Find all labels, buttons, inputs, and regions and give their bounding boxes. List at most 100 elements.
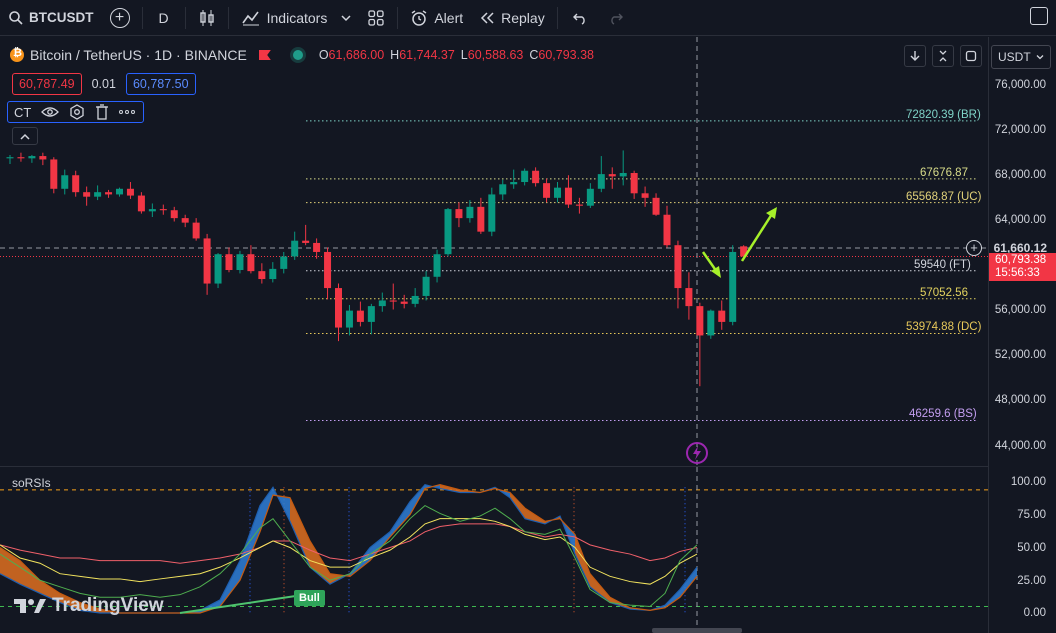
- rsi-band-segment: [680, 567, 697, 598]
- candle-body: [477, 206, 485, 232]
- candle-body: [192, 222, 200, 239]
- candle-body: [214, 254, 222, 284]
- chevron-up-icon: [20, 133, 30, 140]
- market-status-icon[interactable]: [292, 50, 303, 60]
- replay-label: Replay: [501, 9, 545, 26]
- candle-body: [532, 170, 540, 184]
- time-scroll-handle[interactable]: [652, 628, 742, 633]
- flag-icon[interactable]: [258, 50, 271, 60]
- price-tick-label: 68,000.00: [994, 169, 1046, 181]
- candle-body: [345, 310, 353, 328]
- indicator-pane[interactable]: [0, 467, 988, 633]
- candle-body: [225, 254, 233, 271]
- drawing-toolbar: CT: [7, 101, 145, 123]
- divider: [184, 6, 186, 29]
- rsi-band-segment: [390, 501, 410, 538]
- interval-button[interactable]: D: [158, 9, 169, 26]
- collapse-button[interactable]: [932, 45, 954, 67]
- divider: [141, 6, 143, 29]
- symbol-legend: Bitcoin / TetherUS · 1D · BINANCE O61,68…: [10, 47, 594, 63]
- rsi-band-segment: [510, 492, 525, 519]
- candle-body: [444, 209, 452, 255]
- candle-body: [564, 187, 572, 205]
- candle-body: [17, 157, 25, 159]
- alarm-clock-icon: [411, 9, 427, 26]
- candle-body: [663, 214, 671, 246]
- candle-body: [105, 192, 113, 195]
- drawing-label[interactable]: CT: [14, 104, 32, 120]
- eye-icon[interactable]: [41, 106, 60, 118]
- buy-button[interactable]: 60,787.50: [125, 73, 196, 95]
- projection-arrow-up: [740, 213, 774, 262]
- rsi-band-segment: [260, 487, 273, 532]
- pane-separator[interactable]: [0, 466, 988, 467]
- indicators-button[interactable]: Indicators: [233, 0, 360, 36]
- fib-level-label: 72820.39 (BR): [906, 109, 981, 121]
- price-scale[interactable]: 76,000.00 72,000.00 68,000.00 64,000.00 56,0…: [988, 37, 1056, 633]
- sell-button[interactable]: 60,787.49: [12, 73, 82, 95]
- candle-body: [740, 246, 748, 257]
- candle-body: [378, 300, 386, 307]
- arrow-head: [766, 207, 777, 219]
- main-chart-pane[interactable]: [0, 37, 988, 466]
- price-tick-label: 56,000.00: [994, 304, 1046, 316]
- lightning-icon[interactable]: [686, 442, 708, 464]
- rsi-band-segment: [60, 593, 80, 611]
- maximize-icon: [965, 50, 977, 62]
- trash-icon[interactable]: [95, 104, 109, 120]
- spread-value: 0.01: [91, 77, 116, 91]
- rsi-band-segment: [80, 602, 100, 613]
- chevron-down-icon: [1036, 55, 1044, 60]
- search-icon: [9, 10, 23, 25]
- add-alert-icon[interactable]: +: [966, 240, 982, 256]
- bar-countdown: 15:56:33: [995, 267, 1040, 279]
- ohlc-values: O61,686.00 H61,744.37 L60,588.63 C60,793…: [319, 48, 594, 62]
- fullscreen-icon[interactable]: [1030, 7, 1048, 25]
- replay-button[interactable]: Replay: [471, 0, 553, 36]
- candle-body: [126, 188, 134, 196]
- indicators-icon: [241, 11, 259, 25]
- undo-button[interactable]: [562, 0, 598, 36]
- fib-level-label: 65568.87 (UC): [906, 191, 982, 203]
- sorsis-chart: [0, 467, 988, 633]
- tradingview-logo-icon: [14, 599, 46, 613]
- collapse-legend-button[interactable]: [12, 127, 38, 145]
- legend-title[interactable]: Bitcoin / TetherUS · 1D · BINANCE: [30, 47, 247, 63]
- candle-body: [499, 184, 507, 195]
- rsi-band-segment: [370, 531, 390, 561]
- candle-body: [488, 194, 496, 232]
- layouts-button[interactable]: [359, 0, 393, 36]
- compare-button[interactable]: +: [102, 0, 138, 36]
- currency-select[interactable]: USDT: [991, 45, 1051, 69]
- fib-level-label: 67676.87: [920, 167, 968, 179]
- candle-body: [367, 306, 375, 322]
- candle-body: [236, 254, 244, 271]
- high-key: H: [390, 48, 400, 62]
- candle-body: [586, 188, 594, 206]
- chart-type-button[interactable]: [190, 0, 224, 36]
- candle-body: [302, 240, 310, 243]
- candle-body: [137, 195, 145, 212]
- candle-body: [72, 175, 80, 193]
- symbol-search[interactable]: BTCUSDT: [0, 0, 102, 36]
- settings-icon[interactable]: [69, 104, 85, 120]
- maximize-button[interactable]: [960, 45, 982, 67]
- indicator-scale-label: 0.00: [1023, 607, 1046, 619]
- indicator-scale-label: 50.00: [1017, 542, 1046, 554]
- indicator-title[interactable]: soRSIs: [12, 476, 51, 490]
- redo-button[interactable]: [598, 0, 634, 36]
- more-icon[interactable]: [119, 109, 136, 115]
- candle-body: [630, 172, 638, 194]
- rsi-band-segment: [575, 534, 590, 587]
- candle-body: [159, 209, 167, 211]
- candle-body: [50, 159, 58, 189]
- low-value: 60,588.63: [467, 48, 524, 62]
- divider: [556, 6, 558, 29]
- candle-body: [39, 156, 47, 160]
- indicator-scale-label: 100.00: [1010, 476, 1046, 488]
- candle-body: [269, 268, 277, 280]
- scroll-down-button[interactable]: [904, 45, 926, 67]
- alert-button[interactable]: Alert: [402, 0, 471, 36]
- rsi-band-segment: [590, 573, 610, 603]
- rsi-band-segment: [440, 484, 460, 493]
